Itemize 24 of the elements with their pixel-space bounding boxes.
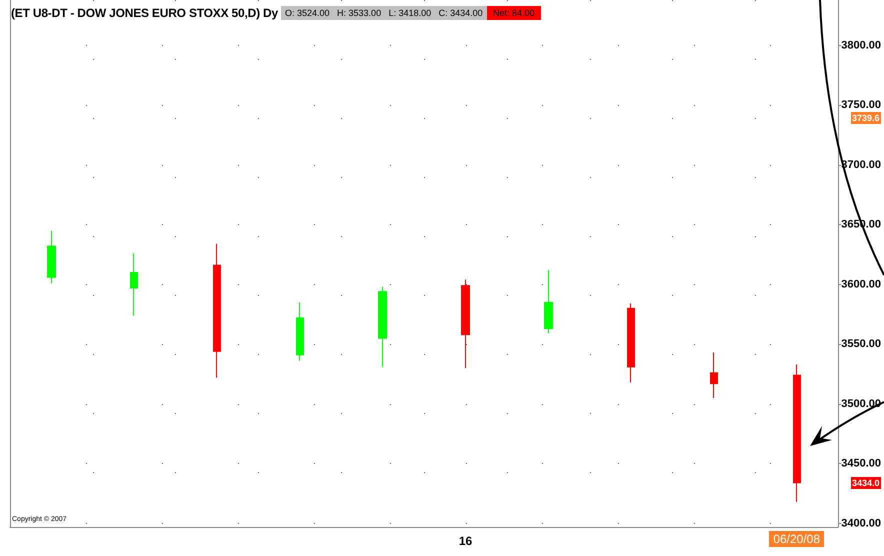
x-tick-label: 16	[458, 534, 473, 548]
y-tick-label: 3450.00	[841, 458, 882, 470]
candlestick	[627, 303, 635, 383]
candlestick	[47, 230, 56, 284]
candlestick	[130, 252, 138, 316]
x-tick-label: 06/20/08	[769, 531, 824, 547]
text: O: 3524.00 H: 3533.00 L: 3418.00 C: 3434.00	[281, 6, 487, 20]
text: 3434.0	[851, 476, 881, 489]
y-tick-label: 3800.00	[841, 39, 882, 52]
y-tick-label: 3500.00	[841, 398, 882, 410]
annotation: Net: 84.00	[487, 6, 541, 20]
y-tick-label: 3750.00	[841, 99, 882, 112]
text: (ET U8-DT - DOW JONES EURO STOXX 50,D) Dy	[11, 6, 278, 20]
candlestick	[378, 286, 387, 368]
y-tick-label: 3550.00	[841, 338, 882, 350]
candlestick	[461, 279, 470, 369]
candlestick	[710, 352, 718, 398]
candlestick	[793, 364, 801, 502]
text: 3739.6	[851, 112, 881, 124]
y-tick-label: 3600.00	[841, 278, 882, 290]
candlestick	[213, 243, 221, 378]
candlestick	[544, 270, 553, 334]
candlestick	[296, 302, 304, 362]
y-tick-label: 3400.00	[841, 517, 882, 530]
